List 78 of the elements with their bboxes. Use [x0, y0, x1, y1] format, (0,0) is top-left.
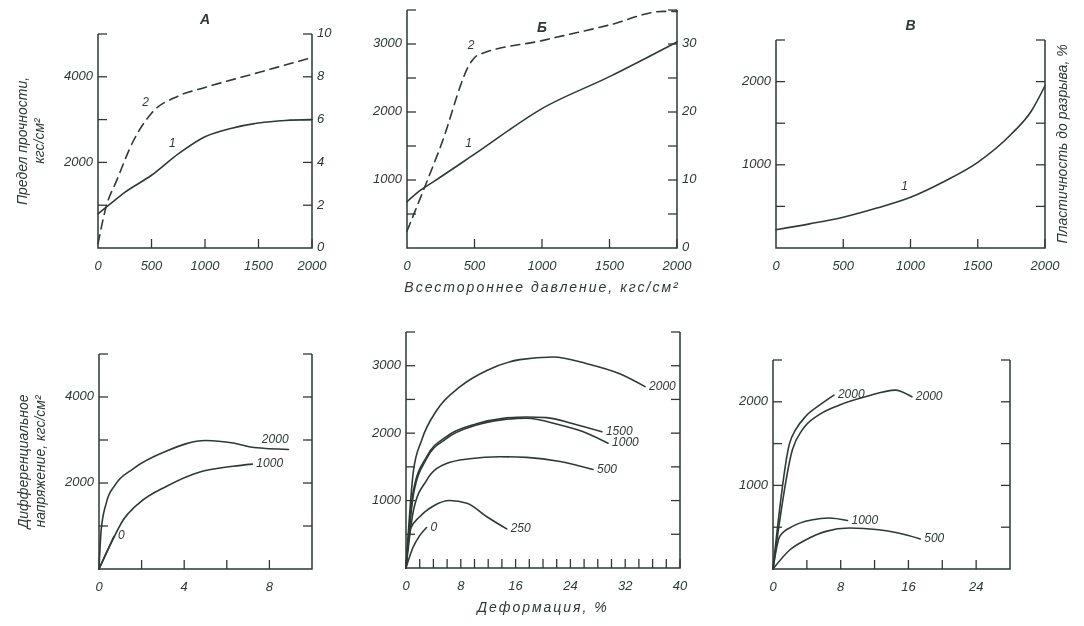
series-label: 2	[141, 95, 150, 110]
x-tick-label: 0	[403, 258, 412, 273]
x-tick-label: 4	[180, 579, 188, 594]
y2-tick-label: 10	[682, 171, 698, 187]
chart-title: В	[905, 17, 916, 33]
series-label: 0	[117, 528, 125, 543]
x-tick-label: 8	[837, 579, 846, 594]
series-label: 1000	[612, 435, 640, 450]
y-tick-label: 3000	[373, 35, 403, 51]
x-tick-label: 500	[463, 258, 487, 273]
x-tick-label: 40	[672, 578, 688, 593]
x-tick-label: 24	[562, 578, 578, 593]
series-label: 500	[924, 531, 945, 546]
x-tick-label: 1000	[896, 258, 926, 273]
series-label: 2000	[836, 387, 865, 402]
y-tick-label: 4000	[65, 388, 95, 404]
x-tick-label: 16	[508, 578, 524, 593]
y-axis-title: Дифференциальное напряжение, кгс/см²	[15, 394, 48, 531]
y-tick-label: 1000	[742, 156, 772, 172]
x-tick-label: 500	[140, 258, 164, 273]
y-tick-label: 2000	[741, 73, 772, 89]
x-tick-label: 16	[901, 579, 917, 594]
y-tick-label: 1000	[373, 171, 403, 187]
y2-tick-label: 6	[317, 111, 325, 127]
series-label: 500	[597, 461, 618, 476]
y2-tick-label: 0	[682, 239, 690, 255]
y2-tick-label: 10	[317, 25, 333, 41]
text: Б	[537, 19, 548, 35]
x-tick-label: 8	[265, 579, 274, 594]
x-tick-label: 0	[95, 579, 104, 594]
series-label: 1	[465, 136, 472, 151]
series-label: 1500	[605, 423, 633, 438]
series-label: 0	[430, 519, 438, 534]
y-tick-label: 3000	[372, 357, 402, 373]
y-tick-label: 1000	[372, 492, 402, 508]
y-axis-title: Предел прочности, кгс/см²	[14, 76, 47, 206]
y-tick-label: 2000	[371, 424, 402, 440]
x-tick-label: 2000	[661, 258, 693, 273]
y-tick-label: 2000	[738, 393, 769, 409]
x-tick-label: 1500	[244, 258, 274, 273]
x-tick-label: 2000	[296, 258, 328, 273]
series-label: 2	[466, 37, 475, 52]
chart-title: А	[198, 11, 211, 27]
x-tick-label: 8	[457, 578, 466, 593]
series-label: 1000	[256, 456, 284, 471]
x-tick-label: 1500	[595, 258, 625, 273]
series-label: 1	[168, 135, 176, 150]
x-tick-label: 2000	[1029, 258, 1061, 273]
y-tick-label: 2000	[372, 103, 403, 119]
series-label: 2000	[914, 388, 943, 403]
x-tick-label: 1000	[190, 258, 221, 273]
x-tick-label: 500	[832, 258, 855, 273]
y2-tick-label: 20	[681, 103, 698, 119]
y-tick-label: 1000	[739, 476, 769, 492]
x-axis-title: Всестороннее давление, кгс/см²	[404, 279, 680, 295]
y-tick-label: 2000	[64, 474, 95, 490]
x-tick-label: 0	[402, 578, 411, 593]
series-label: 1	[901, 179, 908, 194]
x-axis-title: Деформация, %	[475, 599, 609, 615]
series-label: 1000	[851, 512, 879, 527]
y2-tick-label: 8	[317, 68, 325, 84]
series-label: 250	[509, 521, 532, 536]
y2-tick-label: 2	[316, 196, 325, 212]
y-tick-label: 4000	[64, 68, 94, 84]
y2-tick-label: 4	[317, 153, 325, 169]
y2-axis-title: Пластичность до разрыва, %	[1054, 44, 1070, 244]
x-tick-label: 24	[967, 579, 984, 594]
y2-tick-label: 30	[682, 35, 698, 51]
x-tick-label: 1000	[527, 258, 558, 273]
x-tick-label: 32	[617, 578, 634, 593]
x-tick-label: 0	[772, 258, 781, 273]
legend-label: 2000	[648, 378, 677, 393]
y2-tick-label: 0	[317, 239, 325, 255]
x-tick-label: 1500	[963, 258, 993, 273]
legend-label: 2000	[260, 431, 289, 446]
x-tick-label: 0	[769, 579, 778, 594]
y-tick-label: 2000	[63, 153, 94, 169]
x-tick-label: 0	[94, 258, 103, 273]
